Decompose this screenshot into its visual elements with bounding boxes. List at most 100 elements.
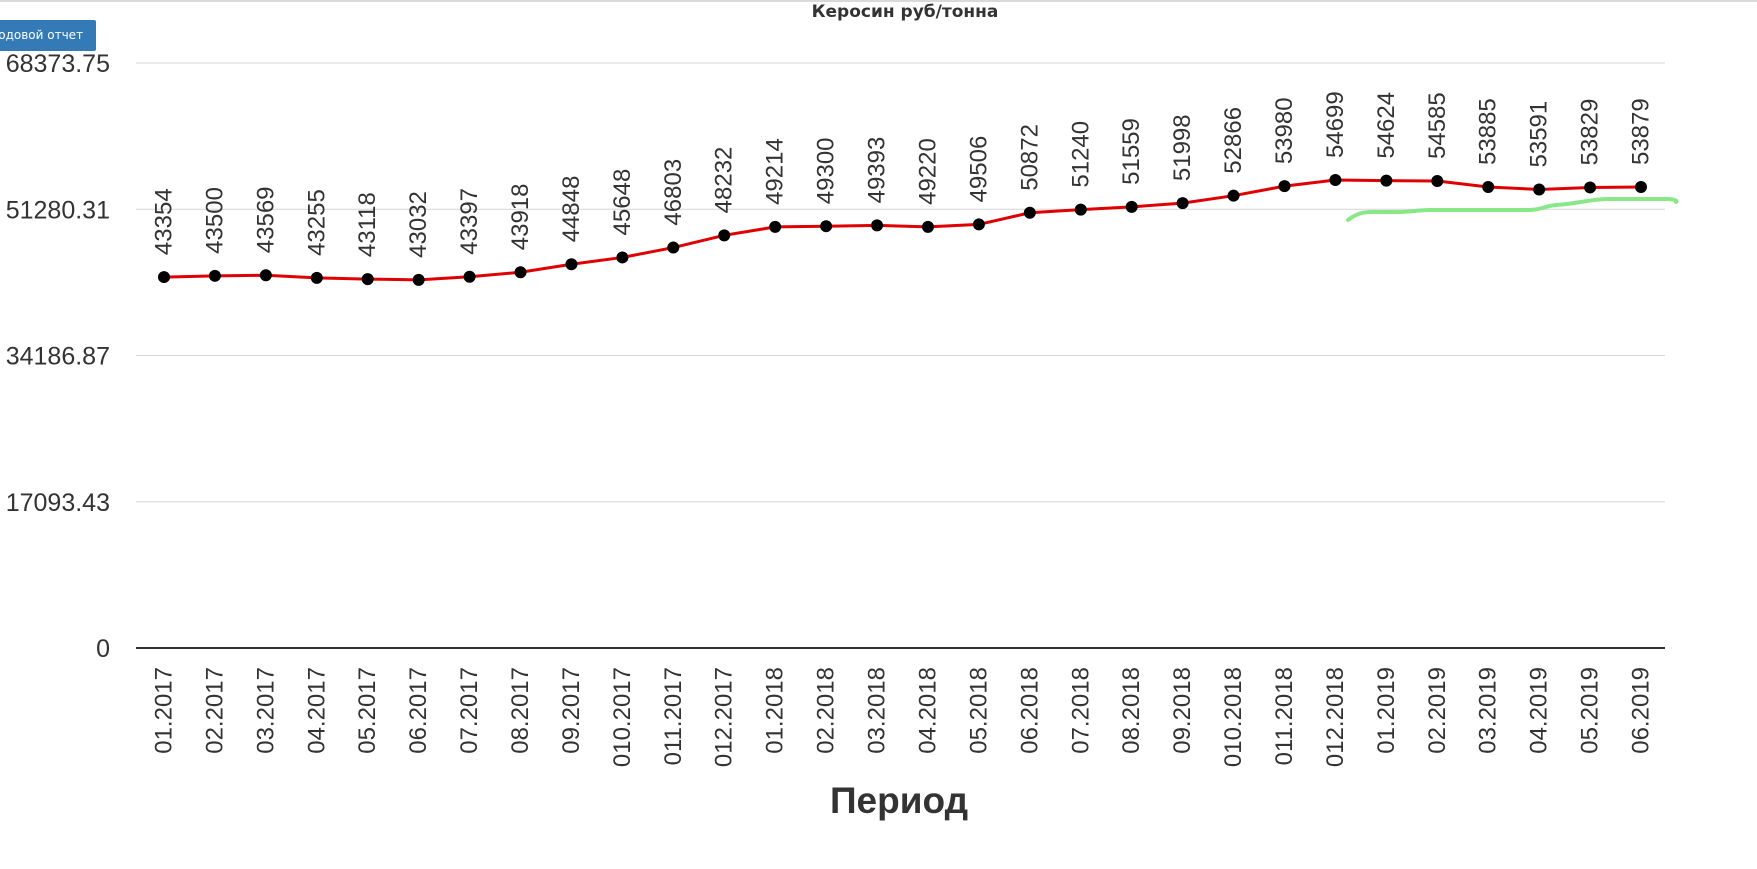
x-tick-label: 011.2017 [660,667,687,765]
data-label: 54585 [1424,92,1451,159]
x-tick-label: 09.2018 [1169,667,1196,754]
data-label: 48232 [711,147,738,214]
x-tick-label: 08.2018 [1118,667,1145,754]
data-label: 44848 [558,176,585,243]
data-label: 51240 [1067,121,1094,188]
x-tick-label: 03.2019 [1475,667,1502,754]
x-tick-label: 03.2017 [252,667,279,754]
x-tick-label: 04.2017 [303,667,330,754]
data-label: 51998 [1169,114,1196,181]
x-tick-label: 01.2017 [151,667,178,754]
x-tick-label: 03.2018 [864,667,891,754]
data-point [1431,174,1444,187]
x-tick-label: 05.2017 [354,667,381,754]
x-tick-label: 02.2018 [813,667,840,754]
data-point [820,220,833,233]
data-point [1584,181,1597,194]
data-label: 54624 [1373,92,1400,159]
data-label: 49393 [864,137,891,204]
data-label: 53591 [1526,101,1553,168]
chart-title: Керосин руб/тонна [812,2,999,22]
data-point [208,269,221,282]
data-label: 53980 [1271,97,1298,164]
grid [136,62,1665,649]
x-tick-label: 010.2017 [609,667,636,767]
data-point [718,229,731,242]
x-tick-label: 08.2017 [507,667,534,754]
data-label: 53829 [1577,99,1604,166]
y-tick-label: 0 [96,635,110,663]
data-label: 43354 [151,188,178,255]
y-tick-label: 51280.31 [6,196,110,224]
data-point [310,271,323,284]
data-point [921,220,934,233]
data-point [667,241,680,254]
x-tick-label: 011.2018 [1271,667,1298,765]
data-point [1533,183,1546,196]
data-label: 46803 [660,159,687,226]
data-point [1227,189,1240,202]
data-points [158,174,1647,286]
data-label: 45648 [609,169,636,236]
data-point [259,269,272,282]
x-tick-label: 012.2018 [1322,667,1349,767]
x-tick-label: 02.2019 [1424,667,1451,754]
data-labels: 43354 43500 43569 43255 43118 43032 43397 43918… [151,91,1655,258]
data-label: 54699 [1322,91,1349,158]
green-highlight-annotation [1346,197,1679,222]
x-tick-label: 04.2018 [914,667,941,754]
data-label: 43255 [303,189,330,256]
data-label: 43118 [354,192,381,257]
data-point [972,218,985,231]
data-point [514,266,527,279]
x-tick-label: 012.2017 [711,667,738,767]
data-point [1023,206,1036,219]
x-tick-label: 04.2019 [1526,667,1553,754]
data-label: 53879 [1628,98,1655,165]
series-line [163,178,1642,282]
data-point [1329,174,1342,186]
data-point [769,220,782,233]
annual-report-button[interactable]: Годовой отчет [0,20,96,51]
data-label: 50872 [1016,124,1043,191]
data-label: 43032 [405,191,432,258]
x-tick-label: 06.2019 [1628,667,1655,754]
data-label: 49220 [914,138,941,205]
x-tick-label: 06.2017 [405,667,432,754]
x-tick-label: 02.2017 [201,667,228,754]
x-tick-label: 010.2018 [1220,667,1247,767]
data-point [616,251,629,264]
data-label: 49300 [813,137,840,204]
x-tick-label: 01.2019 [1373,667,1400,754]
data-label: 43918 [507,183,534,250]
data-point [1176,197,1189,210]
data-point [361,273,374,286]
y-tick-label: 68373.75 [6,50,110,78]
x-tick-label: 06.2018 [1016,667,1043,754]
x-tick-label: 07.2017 [456,667,483,754]
data-label: 52866 [1220,107,1247,174]
y-axis: 0 17093.43 34186.87 51280.31 68373.75 [6,50,110,663]
top-border [0,0,1757,2]
data-point [412,273,425,286]
data-point [463,270,476,283]
data-point [565,258,578,271]
data-point [1125,200,1138,213]
x-tick-label: 01.2018 [762,667,789,754]
data-point [158,271,170,284]
data-label: 43397 [456,188,483,255]
data-point [1635,181,1647,194]
data-point [1074,203,1087,216]
data-point [1278,180,1291,193]
x-tick-label: 05.2019 [1577,667,1604,754]
data-point [1482,180,1495,193]
x-axis: 01.2017 02.2017 03.2017 04.2017 05.2017 06.20… [151,667,1655,767]
data-point [871,219,884,232]
y-tick-label: 34186.87 [6,343,110,371]
data-label: 49214 [762,138,789,205]
data-label: 43500 [201,187,228,254]
data-label: 53885 [1475,98,1502,165]
data-label: 43569 [252,186,279,253]
y-tick-label: 17093.43 [6,489,110,517]
